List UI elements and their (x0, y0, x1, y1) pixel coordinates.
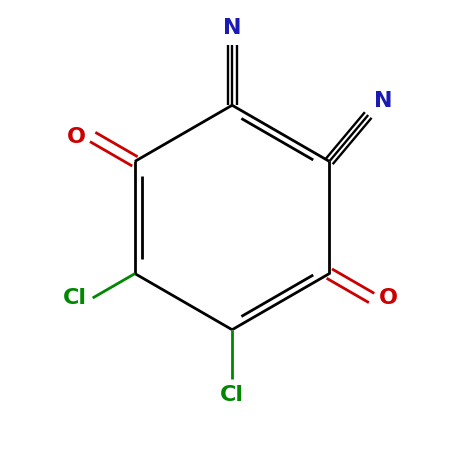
Text: O: O (378, 288, 397, 308)
Text: N: N (374, 91, 392, 111)
Text: O: O (67, 127, 86, 147)
Text: N: N (223, 18, 241, 38)
Text: Cl: Cl (220, 385, 244, 405)
Text: Cl: Cl (63, 288, 87, 308)
